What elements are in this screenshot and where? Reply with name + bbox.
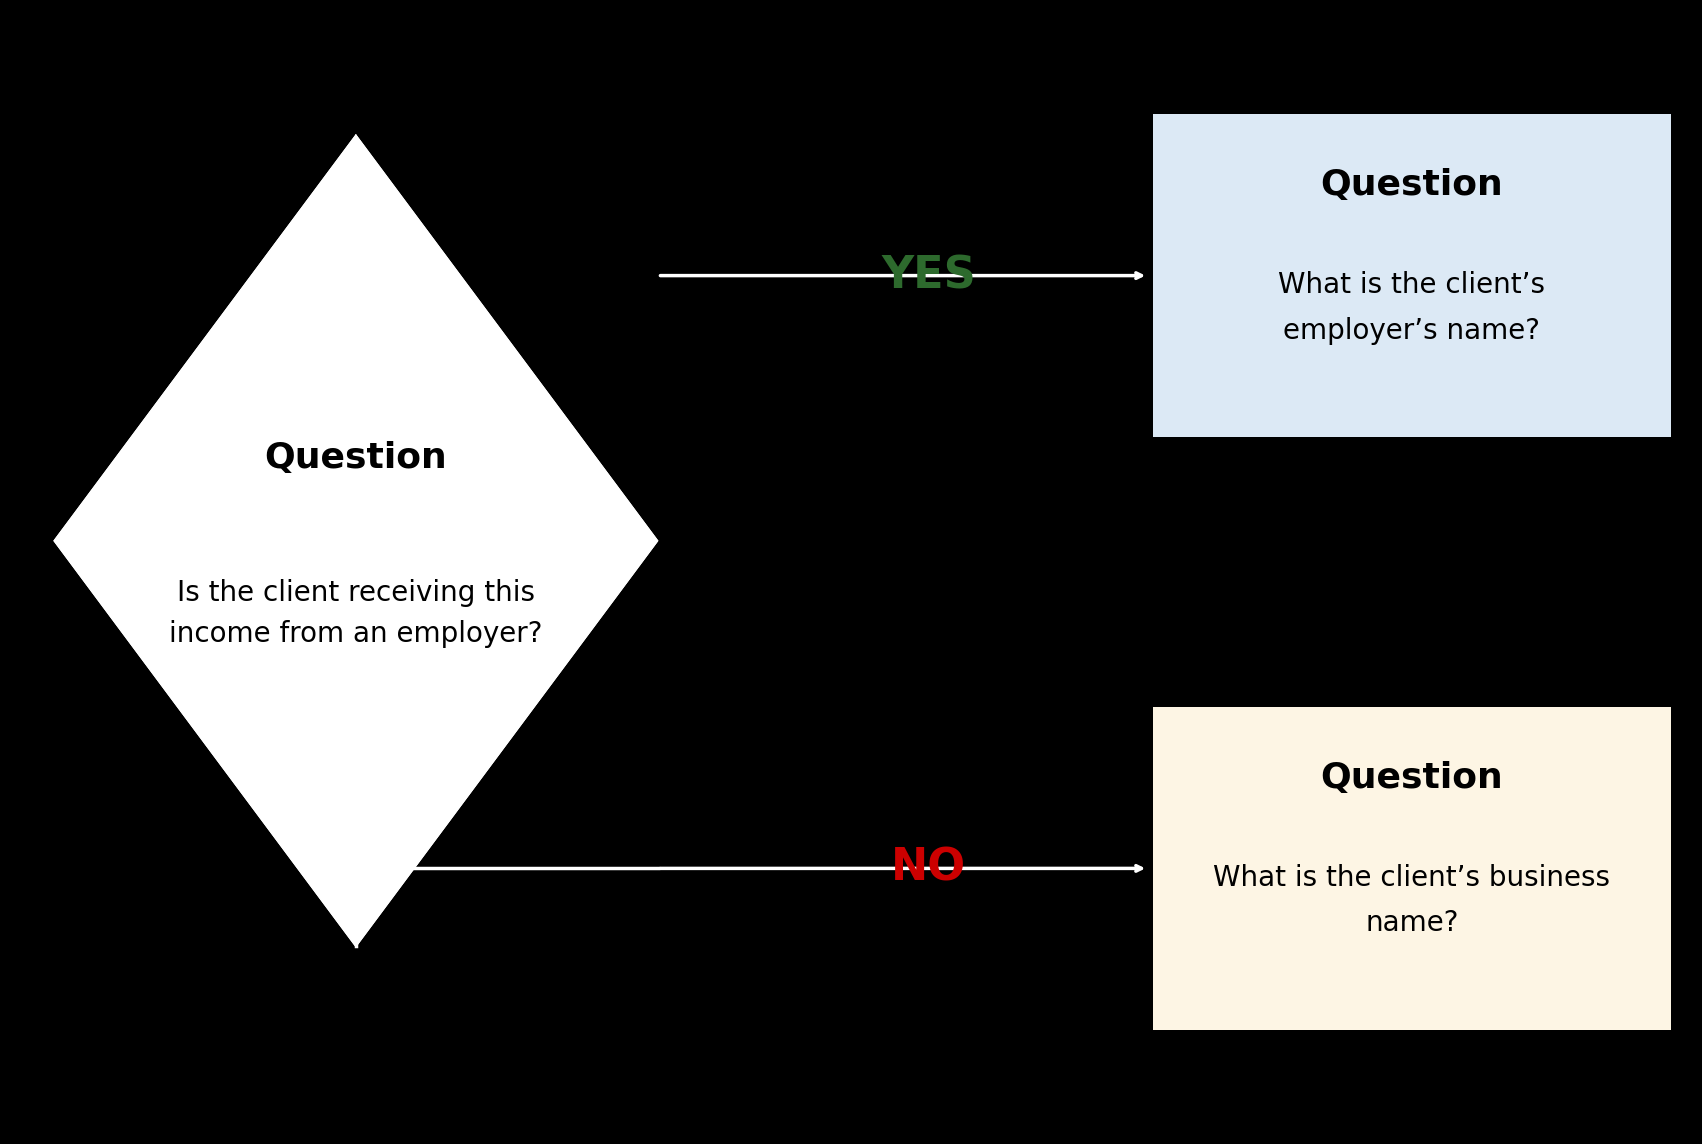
- FancyBboxPatch shape: [1152, 114, 1671, 437]
- Text: What is the client’s
employer’s name?: What is the client’s employer’s name?: [1278, 271, 1545, 344]
- Text: Question: Question: [1321, 168, 1503, 202]
- Text: NO: NO: [890, 847, 967, 890]
- Text: Question: Question: [264, 440, 448, 475]
- Text: Is the client receiving this
income from an employer?: Is the client receiving this income from…: [168, 579, 543, 649]
- Polygon shape: [54, 135, 657, 946]
- Text: Question: Question: [1321, 761, 1503, 795]
- Text: YES: YES: [882, 254, 975, 297]
- FancyBboxPatch shape: [1152, 707, 1671, 1030]
- Text: What is the client’s business
name?: What is the client’s business name?: [1214, 864, 1610, 937]
